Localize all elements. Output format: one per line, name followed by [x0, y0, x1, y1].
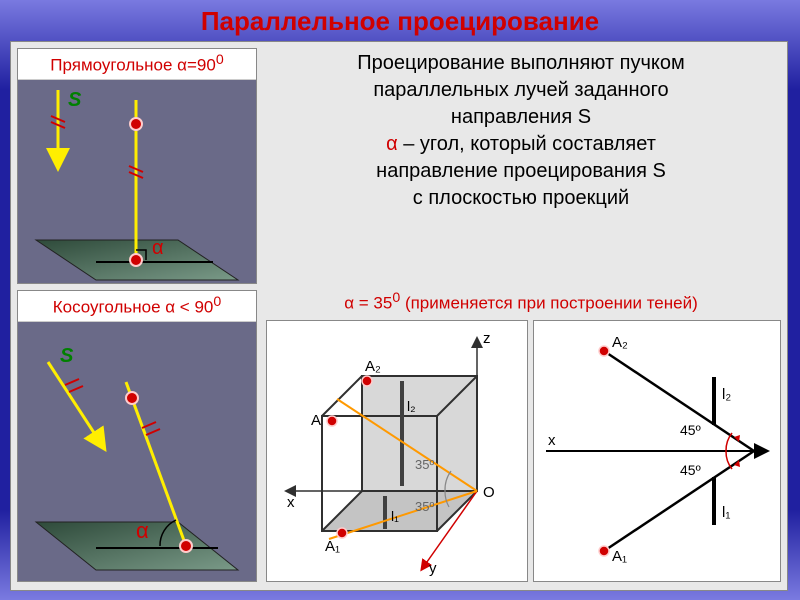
- point-a: [130, 118, 142, 130]
- svg-text:l₁: l₁: [722, 504, 730, 521]
- svg-text:A: A: [311, 412, 321, 429]
- content-area: Прямоугольное α=900: [10, 41, 788, 591]
- s-label: S: [68, 89, 82, 111]
- projection-ray: [126, 382, 186, 546]
- point-a: [126, 392, 138, 404]
- panel-oblique: Косоугольное α < 900: [17, 290, 257, 582]
- oblique-caption: Косоугольное α < 900: [18, 291, 256, 322]
- s-label: S: [60, 345, 74, 367]
- point-A2: [599, 346, 609, 356]
- ortho-caption: Прямоугольное α=900: [18, 49, 256, 80]
- description: Проецирование выполняют пучком параллель…: [266, 50, 776, 212]
- svg-text:A₁: A₁: [612, 548, 627, 565]
- svg-text:l₂: l₂: [722, 386, 731, 403]
- point-a-proj: [180, 540, 192, 552]
- s-direction-arrow: [48, 362, 100, 442]
- panel-orthogonal: Прямоугольное α=900: [17, 48, 257, 284]
- panel-rhombus: x A₂ A₁ 45º 45º l₂ l₁: [533, 320, 781, 582]
- svg-text:45º: 45º: [680, 422, 701, 438]
- svg-text:A₂: A₂: [612, 334, 628, 351]
- svg-text:x: x: [548, 432, 556, 449]
- svg-text:x: x: [287, 494, 295, 511]
- point-A2: [362, 376, 372, 386]
- svg-text:A₂: A₂: [365, 358, 381, 375]
- svg-text:35º: 35º: [415, 457, 434, 472]
- point-A1: [337, 528, 347, 538]
- svg-text:z: z: [483, 330, 491, 347]
- point-A1: [599, 546, 609, 556]
- svg-text:l₂: l₂: [407, 398, 416, 414]
- svg-text:O: O: [483, 484, 495, 501]
- svg-text:y: y: [429, 560, 437, 577]
- alpha-label: α: [136, 518, 149, 543]
- slide: Параллельное проецирование Прямоугольное…: [0, 0, 800, 600]
- ortho-diagram: S α: [18, 80, 256, 286]
- cube-diagram: O x z y A A₂ A₁ 35º 35º l₂ l₁: [267, 321, 527, 581]
- angle-note: α = 350 (применяется при построении тене…: [266, 290, 776, 314]
- point-A: [327, 416, 337, 426]
- panel-cube: O x z y A A₂ A₁ 35º 35º l₂ l₁: [266, 320, 528, 582]
- svg-text:A₁: A₁: [325, 538, 340, 555]
- svg-text:l₁: l₁: [391, 508, 399, 524]
- svg-text:35º: 35º: [415, 499, 434, 514]
- point-a-proj: [130, 254, 142, 266]
- oblique-diagram: S α: [18, 322, 256, 584]
- slide-title: Параллельное проецирование: [10, 6, 790, 37]
- svg-text:45º: 45º: [680, 462, 701, 478]
- alpha-label: α: [152, 237, 164, 259]
- rhombus-diagram: x A₂ A₁ 45º 45º l₂ l₁: [534, 321, 780, 581]
